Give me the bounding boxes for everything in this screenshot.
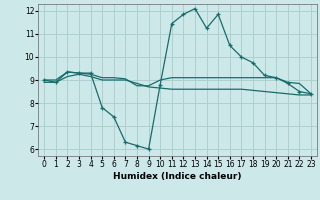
X-axis label: Humidex (Indice chaleur): Humidex (Indice chaleur) [113,172,242,181]
